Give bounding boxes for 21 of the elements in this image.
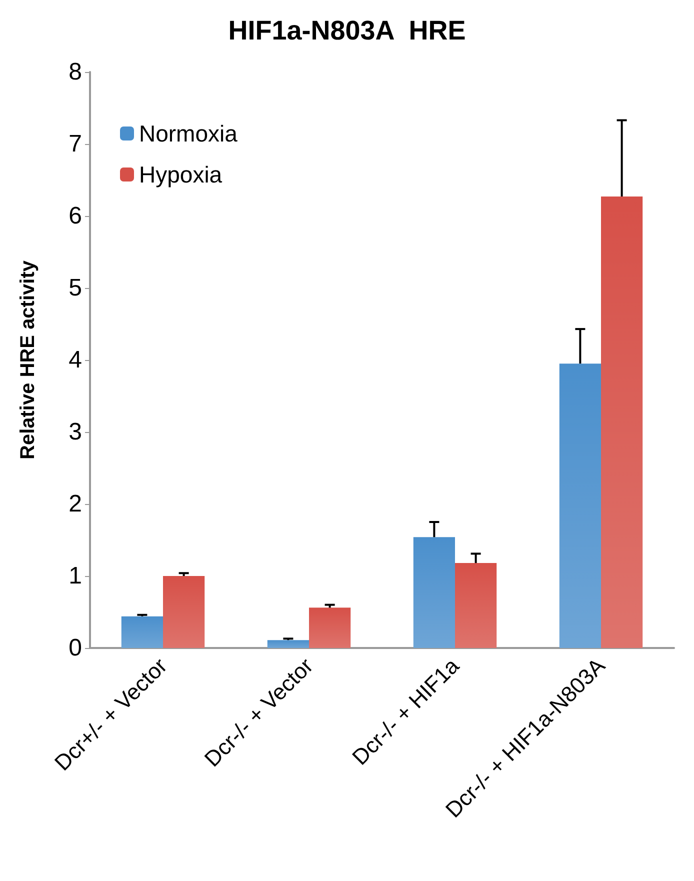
y-tick-label: 1 (68, 562, 82, 590)
bar (309, 608, 351, 648)
y-tick-label: 2 (68, 490, 82, 518)
legend-label: Normoxia (139, 120, 238, 146)
y-tick-label: 8 (68, 58, 82, 86)
y-axis-title: Relative HRE activity (17, 260, 39, 460)
y-tick-label: 5 (68, 274, 82, 302)
bar (559, 364, 601, 648)
y-tick-label: 6 (68, 202, 82, 230)
bar (455, 563, 497, 648)
legend-label: Hypoxia (139, 162, 222, 188)
bar (121, 616, 163, 648)
chart-title: HIF1a-N803A HRE (228, 16, 466, 46)
bar (413, 537, 455, 648)
y-tick-label: 7 (68, 130, 82, 158)
bar (601, 196, 643, 648)
bar (163, 576, 205, 648)
bar (267, 640, 309, 648)
y-tick-label: 4 (68, 346, 82, 374)
y-tick-label: 0 (68, 634, 82, 662)
y-tick-label: 3 (68, 418, 82, 446)
